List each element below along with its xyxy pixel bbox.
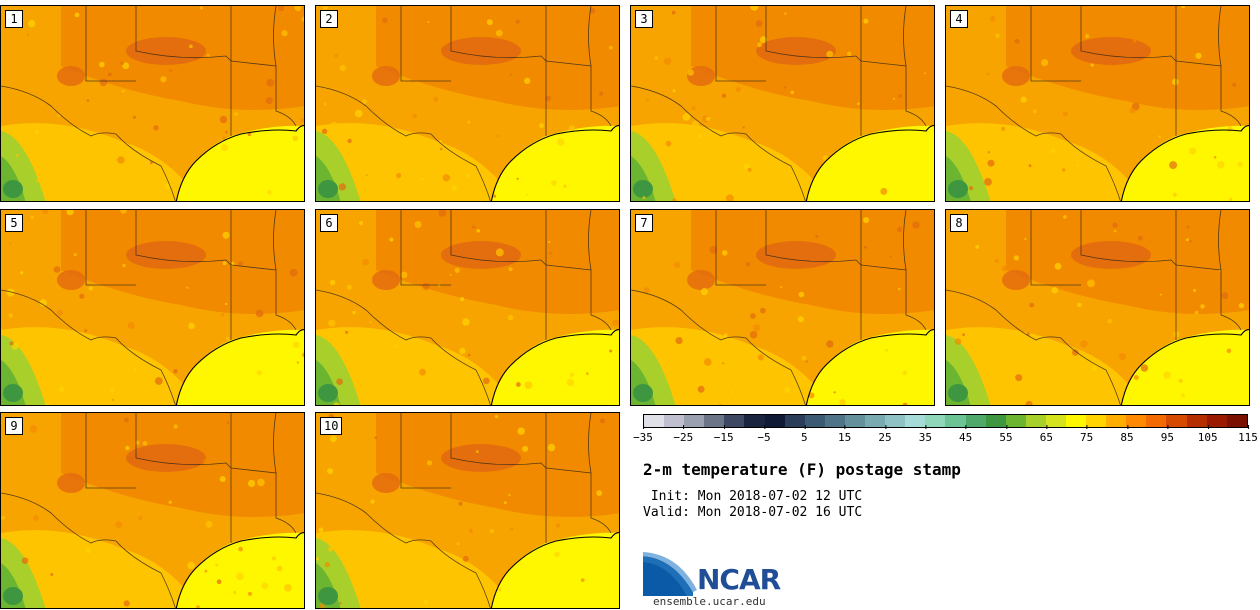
colorbar-swatch <box>784 415 805 427</box>
colorbar-tick-label: 25 <box>878 425 892 444</box>
colorbar-tick-label: 85 <box>1120 425 1134 444</box>
map-panel-8: 8 <box>945 209 1250 406</box>
map-panel-3: 3 <box>630 5 935 202</box>
colorbar-swatch <box>1086 415 1107 427</box>
valid-time: Valid: Mon 2018-07-02 16 UTC <box>643 505 863 520</box>
colorbar-swatch <box>724 415 745 427</box>
map-panel-6: 6 <box>315 209 620 406</box>
panel-number: 5 <box>5 214 23 232</box>
colorbar-tick-label: 45 <box>959 425 972 444</box>
colorbar-tick-label: 65 <box>1040 425 1053 444</box>
figure-title: 2-m temperature (F) postage stamp <box>643 460 961 479</box>
map-panel-9: 9 <box>0 412 305 609</box>
colorbar-swatch <box>945 415 966 427</box>
colorbar-swatch <box>865 415 886 427</box>
colorbar-tick-label: 75 <box>1080 425 1093 444</box>
colorbar-ticks: −35 −25 −15 −5 5 15 25 35 45 55 65 75 85 95 105 115 <box>633 425 1258 448</box>
colorbar-tick-label: 95 <box>1161 425 1174 444</box>
map-panel-7: 7 <box>630 209 935 406</box>
panel-number: 3 <box>635 10 653 28</box>
colorbar-swatch <box>925 415 946 427</box>
colorbar <box>643 414 1248 428</box>
colorbar-tick-label: 115 <box>1238 425 1258 444</box>
colorbar-swatch <box>1226 415 1247 427</box>
map-panel-1: 1 <box>0 5 305 202</box>
colorbar-swatch <box>1166 415 1187 427</box>
colorbar-swatch <box>1126 415 1147 427</box>
colorbar-tick-label: 15 <box>838 425 851 444</box>
colorbar-swatch <box>1146 415 1167 427</box>
logo-url: ensemble.ucar.edu <box>653 595 766 608</box>
colorbar-swatch <box>1025 415 1046 427</box>
colorbar-swatch <box>744 415 765 427</box>
init-time: Init: Mon 2018-07-02 12 UTC <box>643 489 863 504</box>
colorbar-swatch <box>664 415 685 427</box>
map-panel-10: 10 <box>315 412 620 609</box>
panel-number: 1 <box>5 10 23 28</box>
colorbar-tick-label: 55 <box>999 425 1013 444</box>
colorbar-swatch <box>1065 415 1087 427</box>
panel-number: 10 <box>320 417 343 435</box>
colorbar-swatch <box>965 415 986 427</box>
colorbar-swatch <box>1045 415 1066 427</box>
colorbar-tick-label: −25 <box>673 425 693 444</box>
panel-number: 9 <box>5 417 23 435</box>
colorbar-swatch <box>985 415 1006 427</box>
panel-number: 7 <box>635 214 653 232</box>
colorbar-swatch <box>885 415 906 427</box>
colorbar-swatch <box>844 415 866 427</box>
colorbar-swatch <box>804 415 825 427</box>
colorbar-swatch <box>1186 415 1207 427</box>
colorbar-swatch <box>704 415 725 427</box>
colorbar-tick-label: 5 <box>801 425 808 444</box>
colorbar-tick-label: 105 <box>1198 425 1218 444</box>
colorbar-swatch <box>1106 415 1127 427</box>
panel-number: 2 <box>320 10 338 28</box>
colorbar-tick-label: −15 <box>714 425 734 444</box>
colorbar-tick-label: −35 <box>633 425 653 444</box>
panel-number: 4 <box>950 10 968 28</box>
panel-number: 6 <box>320 214 338 232</box>
colorbar-swatch <box>1206 415 1227 427</box>
colorbar-tick-label: 35 <box>919 425 932 444</box>
map-panel-5: 5 <box>0 209 305 406</box>
ncar-logo-icon <box>643 552 697 596</box>
colorbar-swatch <box>824 415 845 427</box>
map-panel-2: 2 <box>315 5 620 202</box>
colorbar-swatch <box>1005 415 1026 427</box>
logo-name: NCAR <box>697 563 781 596</box>
colorbar-tick-label: −5 <box>757 425 771 444</box>
colorbar-swatch <box>905 415 926 427</box>
map-panel-4: 4 <box>945 5 1250 202</box>
colorbar-swatch <box>644 415 665 427</box>
colorbar-swatch <box>684 415 705 427</box>
panel-number: 8 <box>950 214 968 232</box>
colorbar-swatch <box>764 415 785 427</box>
